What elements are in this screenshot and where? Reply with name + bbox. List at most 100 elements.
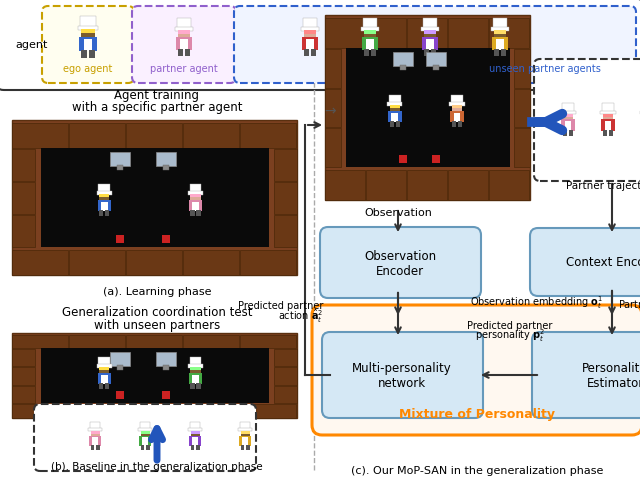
Bar bbox=[116, 391, 124, 399]
Bar bbox=[301, 28, 319, 32]
Bar bbox=[97, 373, 111, 384]
Bar bbox=[191, 367, 201, 371]
Bar bbox=[191, 431, 200, 433]
Bar bbox=[564, 122, 572, 131]
Bar bbox=[325, 19, 365, 49]
Bar bbox=[105, 384, 109, 389]
Bar bbox=[97, 192, 112, 195]
FancyBboxPatch shape bbox=[34, 404, 256, 471]
Bar bbox=[563, 114, 573, 118]
Bar bbox=[78, 27, 98, 31]
Bar bbox=[162, 236, 170, 243]
Bar bbox=[69, 335, 125, 348]
Bar bbox=[141, 431, 150, 433]
Bar bbox=[191, 194, 201, 198]
Bar bbox=[501, 50, 506, 57]
Bar bbox=[311, 50, 316, 57]
Bar bbox=[191, 384, 195, 389]
Bar bbox=[387, 103, 403, 107]
Bar bbox=[189, 357, 202, 366]
Bar bbox=[96, 445, 99, 450]
Bar bbox=[325, 129, 341, 168]
Bar bbox=[303, 19, 317, 29]
Bar bbox=[325, 90, 341, 128]
FancyBboxPatch shape bbox=[530, 228, 640, 296]
Bar bbox=[12, 216, 35, 248]
Bar bbox=[241, 445, 244, 450]
Bar bbox=[84, 40, 92, 52]
Bar bbox=[274, 349, 297, 367]
Bar bbox=[105, 211, 109, 216]
Text: action $\hat{\mathbf{a}}_t^2$: action $\hat{\mathbf{a}}_t^2$ bbox=[278, 307, 323, 324]
Bar bbox=[346, 49, 509, 168]
Bar bbox=[600, 112, 616, 115]
Bar bbox=[99, 184, 110, 193]
Text: (c). Our MoP-SAN in the generalization phase: (c). Our MoP-SAN in the generalization p… bbox=[351, 465, 603, 475]
Text: (a). Learning phase: (a). Learning phase bbox=[103, 287, 211, 296]
Bar bbox=[97, 365, 112, 368]
FancyBboxPatch shape bbox=[132, 7, 236, 84]
Bar bbox=[140, 421, 150, 429]
Text: Observation
Encoder: Observation Encoder bbox=[364, 250, 436, 277]
Bar bbox=[603, 114, 613, 118]
Bar bbox=[603, 131, 607, 136]
Bar bbox=[424, 50, 429, 57]
Bar bbox=[388, 96, 401, 104]
Bar bbox=[69, 251, 125, 276]
Bar bbox=[371, 50, 376, 57]
Bar bbox=[240, 123, 296, 149]
Bar bbox=[489, 171, 529, 201]
Bar bbox=[493, 19, 507, 29]
Bar bbox=[12, 386, 35, 403]
Bar bbox=[81, 51, 87, 59]
Bar bbox=[364, 31, 376, 39]
FancyBboxPatch shape bbox=[320, 228, 481, 299]
Bar bbox=[569, 131, 573, 136]
FancyBboxPatch shape bbox=[322, 332, 483, 418]
Bar bbox=[325, 171, 365, 201]
Bar bbox=[366, 171, 406, 201]
Text: Generalization coordination test: Generalization coordination test bbox=[61, 306, 252, 319]
Bar bbox=[191, 431, 200, 437]
Bar bbox=[90, 445, 94, 450]
Text: Personality
Estimator: Personality Estimator bbox=[582, 361, 640, 389]
Bar bbox=[92, 437, 98, 445]
Bar bbox=[450, 112, 464, 123]
Bar bbox=[183, 404, 239, 418]
Bar bbox=[422, 38, 438, 51]
Bar bbox=[12, 182, 35, 215]
Bar bbox=[99, 367, 109, 374]
Bar bbox=[79, 37, 97, 52]
Bar bbox=[90, 431, 99, 437]
Bar bbox=[306, 40, 314, 51]
Bar bbox=[183, 123, 239, 149]
Bar bbox=[12, 335, 68, 348]
Bar bbox=[180, 40, 188, 51]
Bar bbox=[126, 251, 182, 276]
Bar bbox=[188, 365, 203, 368]
Bar bbox=[81, 30, 95, 39]
Bar bbox=[563, 131, 567, 136]
Bar bbox=[12, 349, 35, 367]
Bar bbox=[188, 192, 203, 195]
Bar bbox=[99, 194, 109, 198]
Bar bbox=[69, 404, 125, 418]
Bar bbox=[99, 357, 110, 366]
Bar bbox=[421, 28, 439, 32]
Bar bbox=[448, 19, 488, 49]
Bar bbox=[452, 122, 456, 128]
Bar bbox=[90, 421, 100, 429]
Bar bbox=[364, 50, 369, 57]
Bar bbox=[189, 184, 202, 193]
Bar bbox=[177, 19, 191, 29]
Bar bbox=[325, 16, 530, 201]
Bar bbox=[138, 428, 152, 432]
FancyBboxPatch shape bbox=[534, 60, 640, 181]
Bar bbox=[240, 404, 296, 418]
Bar bbox=[189, 373, 202, 384]
Text: Agent training: Agent training bbox=[115, 88, 200, 101]
Bar bbox=[191, 194, 201, 201]
Bar bbox=[12, 123, 68, 149]
Bar bbox=[603, 114, 613, 121]
Text: Predicted partner: Predicted partner bbox=[237, 300, 323, 311]
